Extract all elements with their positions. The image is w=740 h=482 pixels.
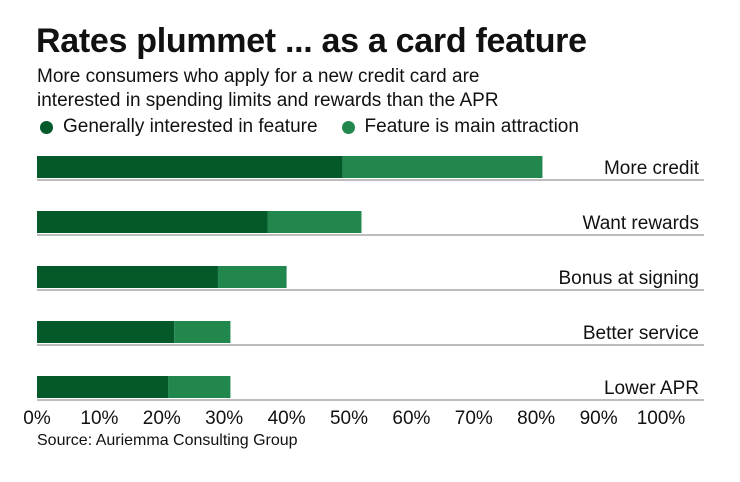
- bar-general: [37, 266, 218, 288]
- subtitle-line-1: More consumers who apply for a new credi…: [37, 66, 480, 87]
- bar-main: [342, 156, 543, 178]
- x-tick-label: 60%: [392, 408, 430, 429]
- legend-label-general: Generally interested in feature: [63, 116, 318, 137]
- subtitle-line-2: interested in spending limits and reward…: [37, 90, 499, 111]
- legend-swatch-general: [40, 120, 53, 134]
- bar-main: [168, 376, 231, 398]
- chart-title: Rates plummet ... as a card feature: [36, 22, 587, 60]
- x-tick-label: 50%: [330, 408, 368, 429]
- bar-general: [37, 156, 343, 178]
- x-tick-label: 80%: [517, 408, 555, 429]
- x-tick-label: 40%: [268, 408, 306, 429]
- x-tick-label: 30%: [205, 408, 243, 429]
- category-label: Want rewards: [583, 213, 700, 234]
- category-label: Bonus at signing: [559, 268, 700, 289]
- x-tick-label: 70%: [455, 408, 493, 429]
- x-tick-label: 90%: [580, 408, 618, 429]
- bar-general: [37, 321, 175, 343]
- source-note: Source: Auriemma Consulting Group: [37, 432, 298, 449]
- x-tick-label: 100%: [637, 408, 686, 429]
- x-tick-label: 10%: [80, 408, 118, 429]
- x-tick-label: 20%: [143, 408, 181, 429]
- legend-swatch-main: [341, 120, 355, 134]
- bar-general: [37, 211, 268, 233]
- bar-main: [217, 266, 287, 288]
- category-label: More credit: [604, 158, 700, 179]
- legend-item-general: Generally interested in feature: [40, 116, 318, 138]
- legend-label-main: Feature is main attraction: [364, 116, 579, 137]
- x-tick-label: 0%: [23, 408, 51, 429]
- bar-main: [174, 321, 231, 343]
- bar-general: [37, 376, 169, 398]
- category-label: Better service: [583, 323, 699, 344]
- bar-main: [267, 211, 362, 233]
- legend-item-main: Feature is main attraction: [341, 116, 579, 138]
- legend: Generally interested in feature Feature …: [40, 116, 603, 138]
- category-label: Lower APR: [604, 378, 699, 399]
